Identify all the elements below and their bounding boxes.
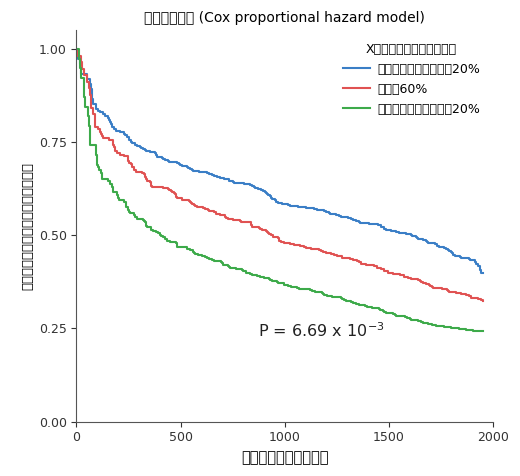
X-axis label: 退院からの期間（日）: 退院からの期間（日） [241, 450, 329, 465]
Y-axis label: 心不全全入院イベントフリー生存率: 心不全全入院イベントフリー生存率 [21, 162, 34, 290]
中間の60% [73, 46, 80, 52]
若目に推定された上位20% [153, 153, 160, 159]
Line: 中間の60%: 中間の60% [76, 49, 483, 300]
Line: 高齢に推定された上位20%: 高齢に推定された上位20% [76, 49, 483, 331]
高齢に推定された上位20% [131, 212, 137, 218]
高齢に推定された上位20% [393, 313, 399, 318]
若目に推定された上位20% [478, 270, 484, 276]
Legend: 若目に推定された上位20%, 中間の60%, 高齢に推定された上位20%: 若目に推定された上位20%, 中間の60%, 高齢に推定された上位20% [336, 37, 487, 122]
若目に推定された上位20% [73, 46, 80, 52]
高齢に推定された上位20% [479, 328, 486, 334]
高齢に推定された上位20% [93, 152, 99, 158]
中間の60% [399, 273, 406, 278]
中間の60% [303, 244, 309, 250]
高齢に推定された上位20% [479, 328, 486, 334]
中間の60% [148, 183, 154, 188]
高齢に推定された上位20% [73, 46, 80, 52]
中間の60% [479, 298, 486, 303]
中間の60% [131, 166, 137, 172]
高齢に推定された上位20% [226, 264, 232, 269]
Line: 若目に推定された上位20%: 若目に推定された上位20% [76, 49, 483, 273]
若目に推定された上位20% [89, 101, 96, 107]
中間の60% [92, 118, 98, 124]
若目に推定された上位20% [128, 140, 135, 146]
Text: P = 6.69 x 10$^{-3}$: P = 6.69 x 10$^{-3}$ [257, 321, 384, 340]
中間の60% [223, 215, 229, 221]
若目に推定された上位20% [303, 205, 309, 210]
若目に推定された上位20% [395, 229, 401, 235]
若目に推定された上位20% [479, 270, 486, 276]
高齢に推定された上位20% [307, 287, 313, 292]
Title: 生存時間解析 (Cox proportional hazard model): 生存時間解析 (Cox proportional hazard model) [144, 11, 425, 25]
若目に推定された上位20% [226, 177, 232, 183]
高齢に推定された上位20% [153, 229, 159, 235]
